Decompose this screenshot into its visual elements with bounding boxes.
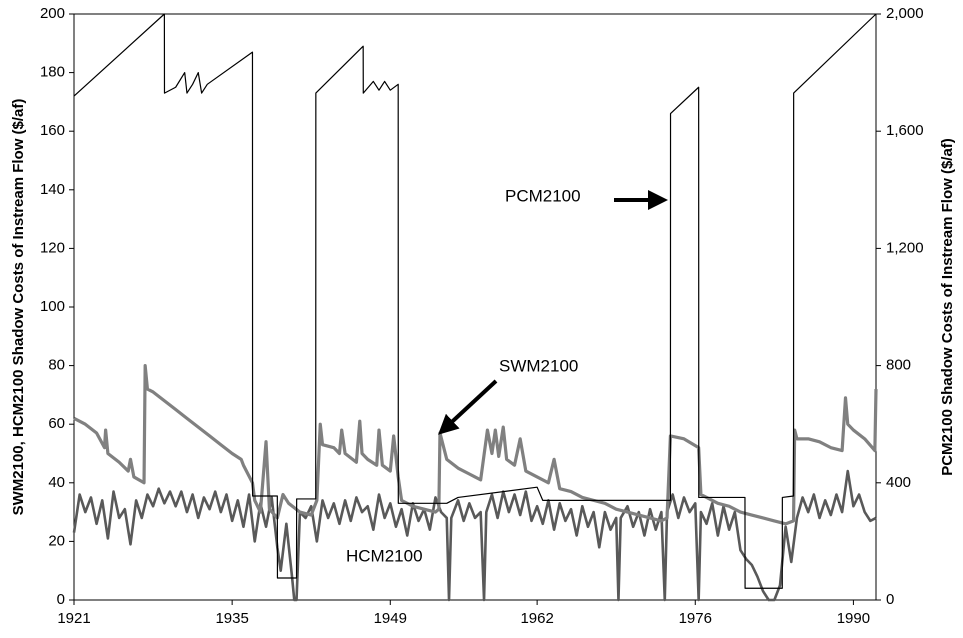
series-line xyxy=(73,13,877,589)
annotation: PCM2100 xyxy=(505,186,581,205)
y-tick-label: 160 xyxy=(40,122,65,139)
y2-tick-label: 1,200 xyxy=(886,239,924,256)
y-tick-label: 100 xyxy=(40,298,65,315)
y2-tick-label: 1,600 xyxy=(886,122,924,139)
y2-tick-label: 2,000 xyxy=(886,5,924,22)
y2-axis-label: PCM2100 Shadow Costs of Instream Flow ($… xyxy=(939,138,956,476)
x-tick-label: 1962 xyxy=(520,610,553,627)
y-tick-label: 40 xyxy=(48,474,65,491)
annotation: SWM2100 xyxy=(499,356,578,375)
y-tick-label: 20 xyxy=(48,532,65,549)
series-line xyxy=(73,364,878,526)
series-line xyxy=(72,469,877,602)
annotation-arrow xyxy=(438,379,498,435)
y-tick-label: 0 xyxy=(57,591,65,608)
x-tick-label: 1935 xyxy=(215,610,248,627)
x-tick-label: 1990 xyxy=(837,610,870,627)
y2-tick-label: 0 xyxy=(886,591,894,608)
y-tick-label: 120 xyxy=(40,239,65,256)
x-tick-label: 1921 xyxy=(57,610,90,627)
y-tick-label: 80 xyxy=(48,357,65,374)
y-tick-label: 140 xyxy=(40,181,65,198)
annotation: HCM2100 xyxy=(346,546,423,565)
y-tick-label: 60 xyxy=(48,415,65,432)
x-tick-label: 1949 xyxy=(374,610,407,627)
x-tick-label: 1976 xyxy=(679,610,712,627)
y2-tick-label: 400 xyxy=(886,474,911,491)
plot-frame xyxy=(73,13,877,601)
y-tick-label: 200 xyxy=(40,5,65,22)
y-axis-label: SWM2100, HCM2100 Shadow Costs of Instrea… xyxy=(10,99,27,516)
y2-tick-label: 800 xyxy=(886,357,911,374)
y-tick-label: 180 xyxy=(40,64,65,81)
